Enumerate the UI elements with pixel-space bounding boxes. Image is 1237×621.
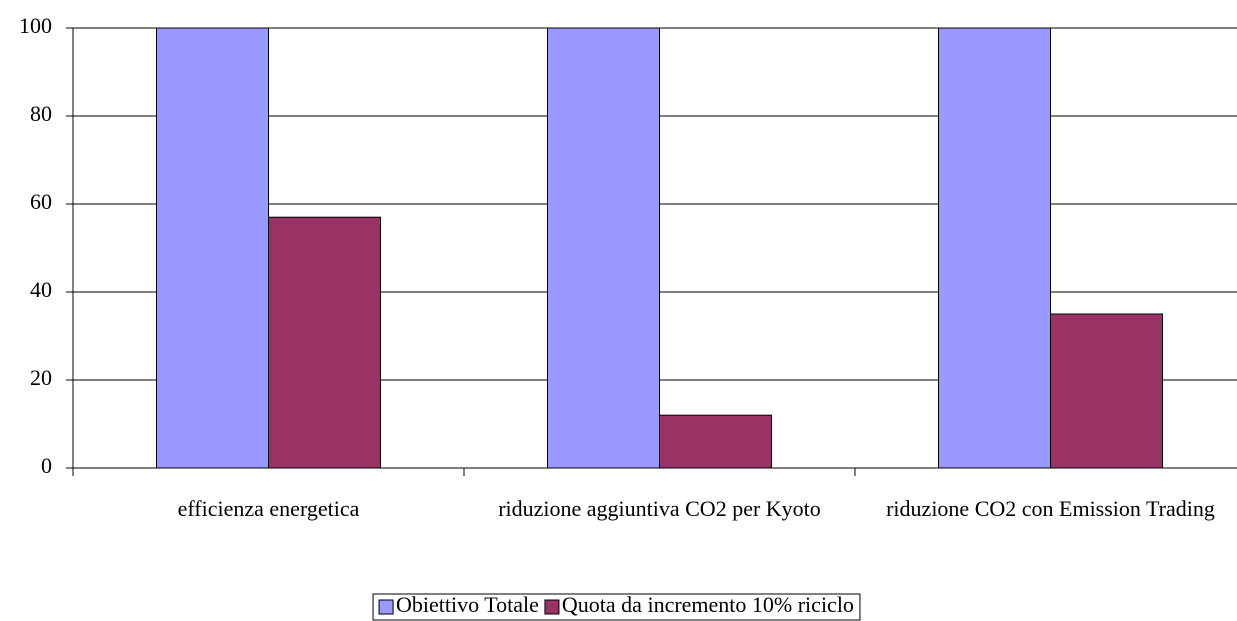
y-tick-label: 20 bbox=[30, 365, 52, 390]
bar bbox=[547, 27, 660, 469]
bar bbox=[1050, 313, 1163, 469]
x-tick-label: efficienza energetica bbox=[178, 496, 360, 521]
y-tick-label: 60 bbox=[30, 189, 52, 214]
y-tick-label: 0 bbox=[41, 453, 52, 478]
x-tick-label-line: riduzione CO2 con Emission Trading bbox=[886, 496, 1215, 521]
legend-swatch bbox=[378, 599, 394, 615]
legend-box bbox=[372, 593, 861, 621]
x-tick-label: riduzione CO2 con Emission Trading bbox=[886, 496, 1215, 521]
bar bbox=[659, 414, 772, 469]
x-tick-label-line: efficienza energetica bbox=[178, 496, 360, 521]
x-tick-label: riduzione aggiuntiva CO2 per Kyoto bbox=[498, 496, 821, 521]
legend-label: Obiettivo Totale bbox=[396, 592, 539, 617]
legend-label: Quota da incremento 10% riciclo bbox=[562, 592, 854, 617]
bar bbox=[156, 27, 269, 469]
y-tick-label: 80 bbox=[30, 101, 52, 126]
x-tick-label-line: riduzione aggiuntiva CO2 per Kyoto bbox=[498, 496, 821, 521]
bar bbox=[268, 216, 381, 469]
legend: Obiettivo Totale Quota da incremento 10% … bbox=[372, 592, 861, 621]
legend-swatch bbox=[544, 599, 560, 615]
bar bbox=[938, 27, 1051, 469]
y-tick-label: 100 bbox=[19, 13, 52, 38]
y-tick-label: 40 bbox=[30, 277, 52, 302]
